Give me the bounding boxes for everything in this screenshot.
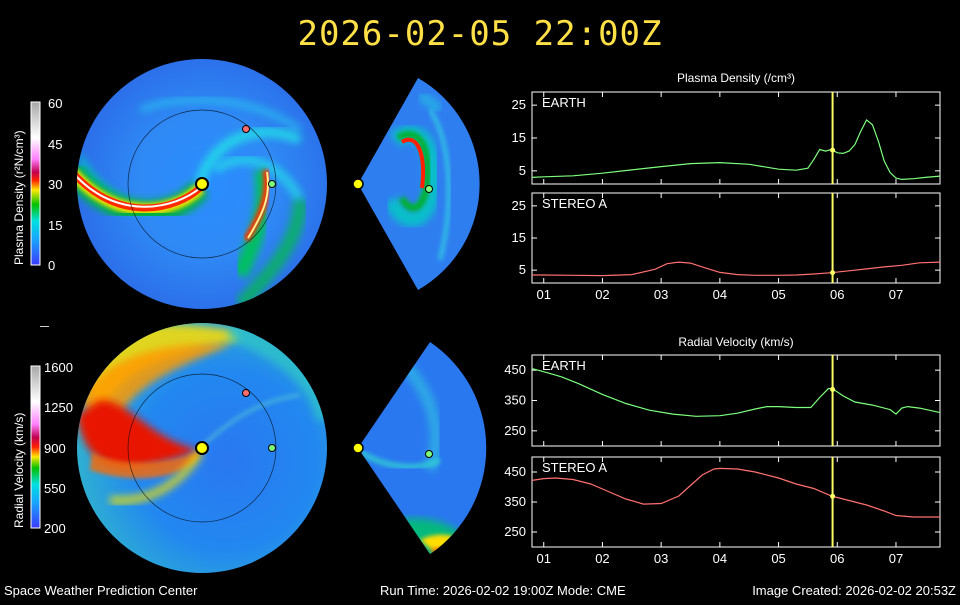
earth-marker — [268, 444, 276, 452]
sun-icon — [195, 177, 209, 191]
velocity-tick: 1600 — [44, 360, 73, 375]
x-tick-label: 01 — [537, 551, 551, 566]
plot-frame — [531, 354, 941, 447]
panel-label: STEREO A — [542, 196, 607, 211]
density-tick: 15 — [48, 218, 63, 233]
separator-dash — [40, 326, 49, 327]
density-colorbar-label: Plasma Density (r²N/cm³) — [12, 130, 26, 265]
series-line — [532, 261, 941, 277]
y-tick-label: 25 — [512, 97, 526, 112]
x-tick-label: 04 — [713, 551, 727, 566]
current-value-dot — [830, 147, 836, 153]
plot-title: Radial Velocity (km/s) — [678, 335, 793, 349]
y-tick-label: 15 — [512, 130, 526, 145]
velocity-tick: 1250 — [44, 400, 73, 415]
x-tick-label: 06 — [830, 287, 844, 302]
panel-label: EARTH — [542, 358, 586, 373]
sun-icon — [352, 442, 364, 454]
velocity-colorbar-label: Radial Velocity (km/s) — [12, 412, 26, 528]
sun-icon — [195, 441, 209, 455]
y-tick-label: 250 — [504, 524, 526, 539]
y-tick-label: 5 — [519, 262, 526, 277]
timestamp-title: 2026-02-05 22:00Z — [297, 14, 663, 54]
velocity-ecliptic-map — [77, 323, 327, 573]
earth-marker — [425, 450, 433, 458]
footer-credit: Space Weather Prediction Center — [4, 583, 198, 598]
density-tick: 45 — [48, 137, 63, 152]
panel-label: EARTH — [542, 95, 586, 110]
x-tick-label: 01 — [537, 287, 551, 302]
x-tick-label: 05 — [771, 287, 785, 302]
x-tick-label: 02 — [595, 551, 609, 566]
current-value-dot — [830, 270, 836, 276]
density-ecliptic-map — [77, 59, 327, 309]
y-tick-label: 5 — [519, 163, 526, 178]
y-tick-label: 450 — [504, 464, 526, 479]
panel-label: STEREO A — [542, 460, 607, 475]
y-tick-label: 350 — [504, 393, 526, 408]
sun-icon — [352, 178, 364, 190]
series-line — [531, 118, 941, 181]
x-tick-label: 03 — [654, 551, 668, 566]
current-value-dot — [830, 493, 836, 499]
y-tick-label: 450 — [504, 362, 526, 377]
stereo-a-marker — [242, 125, 250, 133]
velocity-colorbar — [30, 365, 41, 529]
x-tick-label: 03 — [654, 287, 668, 302]
stereo-a-marker — [242, 389, 250, 397]
series-line — [531, 467, 940, 518]
velocity-meridional-map — [352, 342, 487, 554]
density-meridional-map — [352, 78, 480, 290]
x-tick-label: 07 — [889, 551, 903, 566]
density-colorbar — [30, 101, 41, 266]
earth-marker — [425, 185, 433, 193]
series-line — [531, 368, 941, 417]
earth-marker — [268, 180, 276, 188]
x-tick-label: 04 — [713, 287, 727, 302]
footer-image-created: Image Created: 2026-02-02 20:53Z — [752, 583, 956, 598]
x-tick-label: 07 — [889, 287, 903, 302]
velocity-tick: 200 — [44, 521, 66, 536]
velocity-tick: 900 — [44, 441, 66, 456]
x-tick-label: 02 — [595, 287, 609, 302]
density-tick: 30 — [48, 177, 63, 192]
current-value-dot — [830, 386, 836, 392]
x-tick-label: 05 — [771, 551, 785, 566]
density-tick: 0 — [48, 258, 56, 273]
y-tick-label: 25 — [512, 198, 526, 213]
y-tick-label: 350 — [504, 494, 526, 509]
velocity-tick: 550 — [44, 481, 66, 496]
x-tick-label: 06 — [830, 551, 844, 566]
footer-run-time: Run Time: 2026-02-02 19:00Z Mode: CME — [380, 583, 626, 598]
y-tick-label: 250 — [504, 423, 526, 438]
plot-frame — [531, 91, 941, 185]
density-tick: 60 — [48, 96, 63, 111]
y-tick-label: 15 — [512, 230, 526, 245]
plot-title: Plasma Density (/cm³) — [677, 71, 795, 85]
